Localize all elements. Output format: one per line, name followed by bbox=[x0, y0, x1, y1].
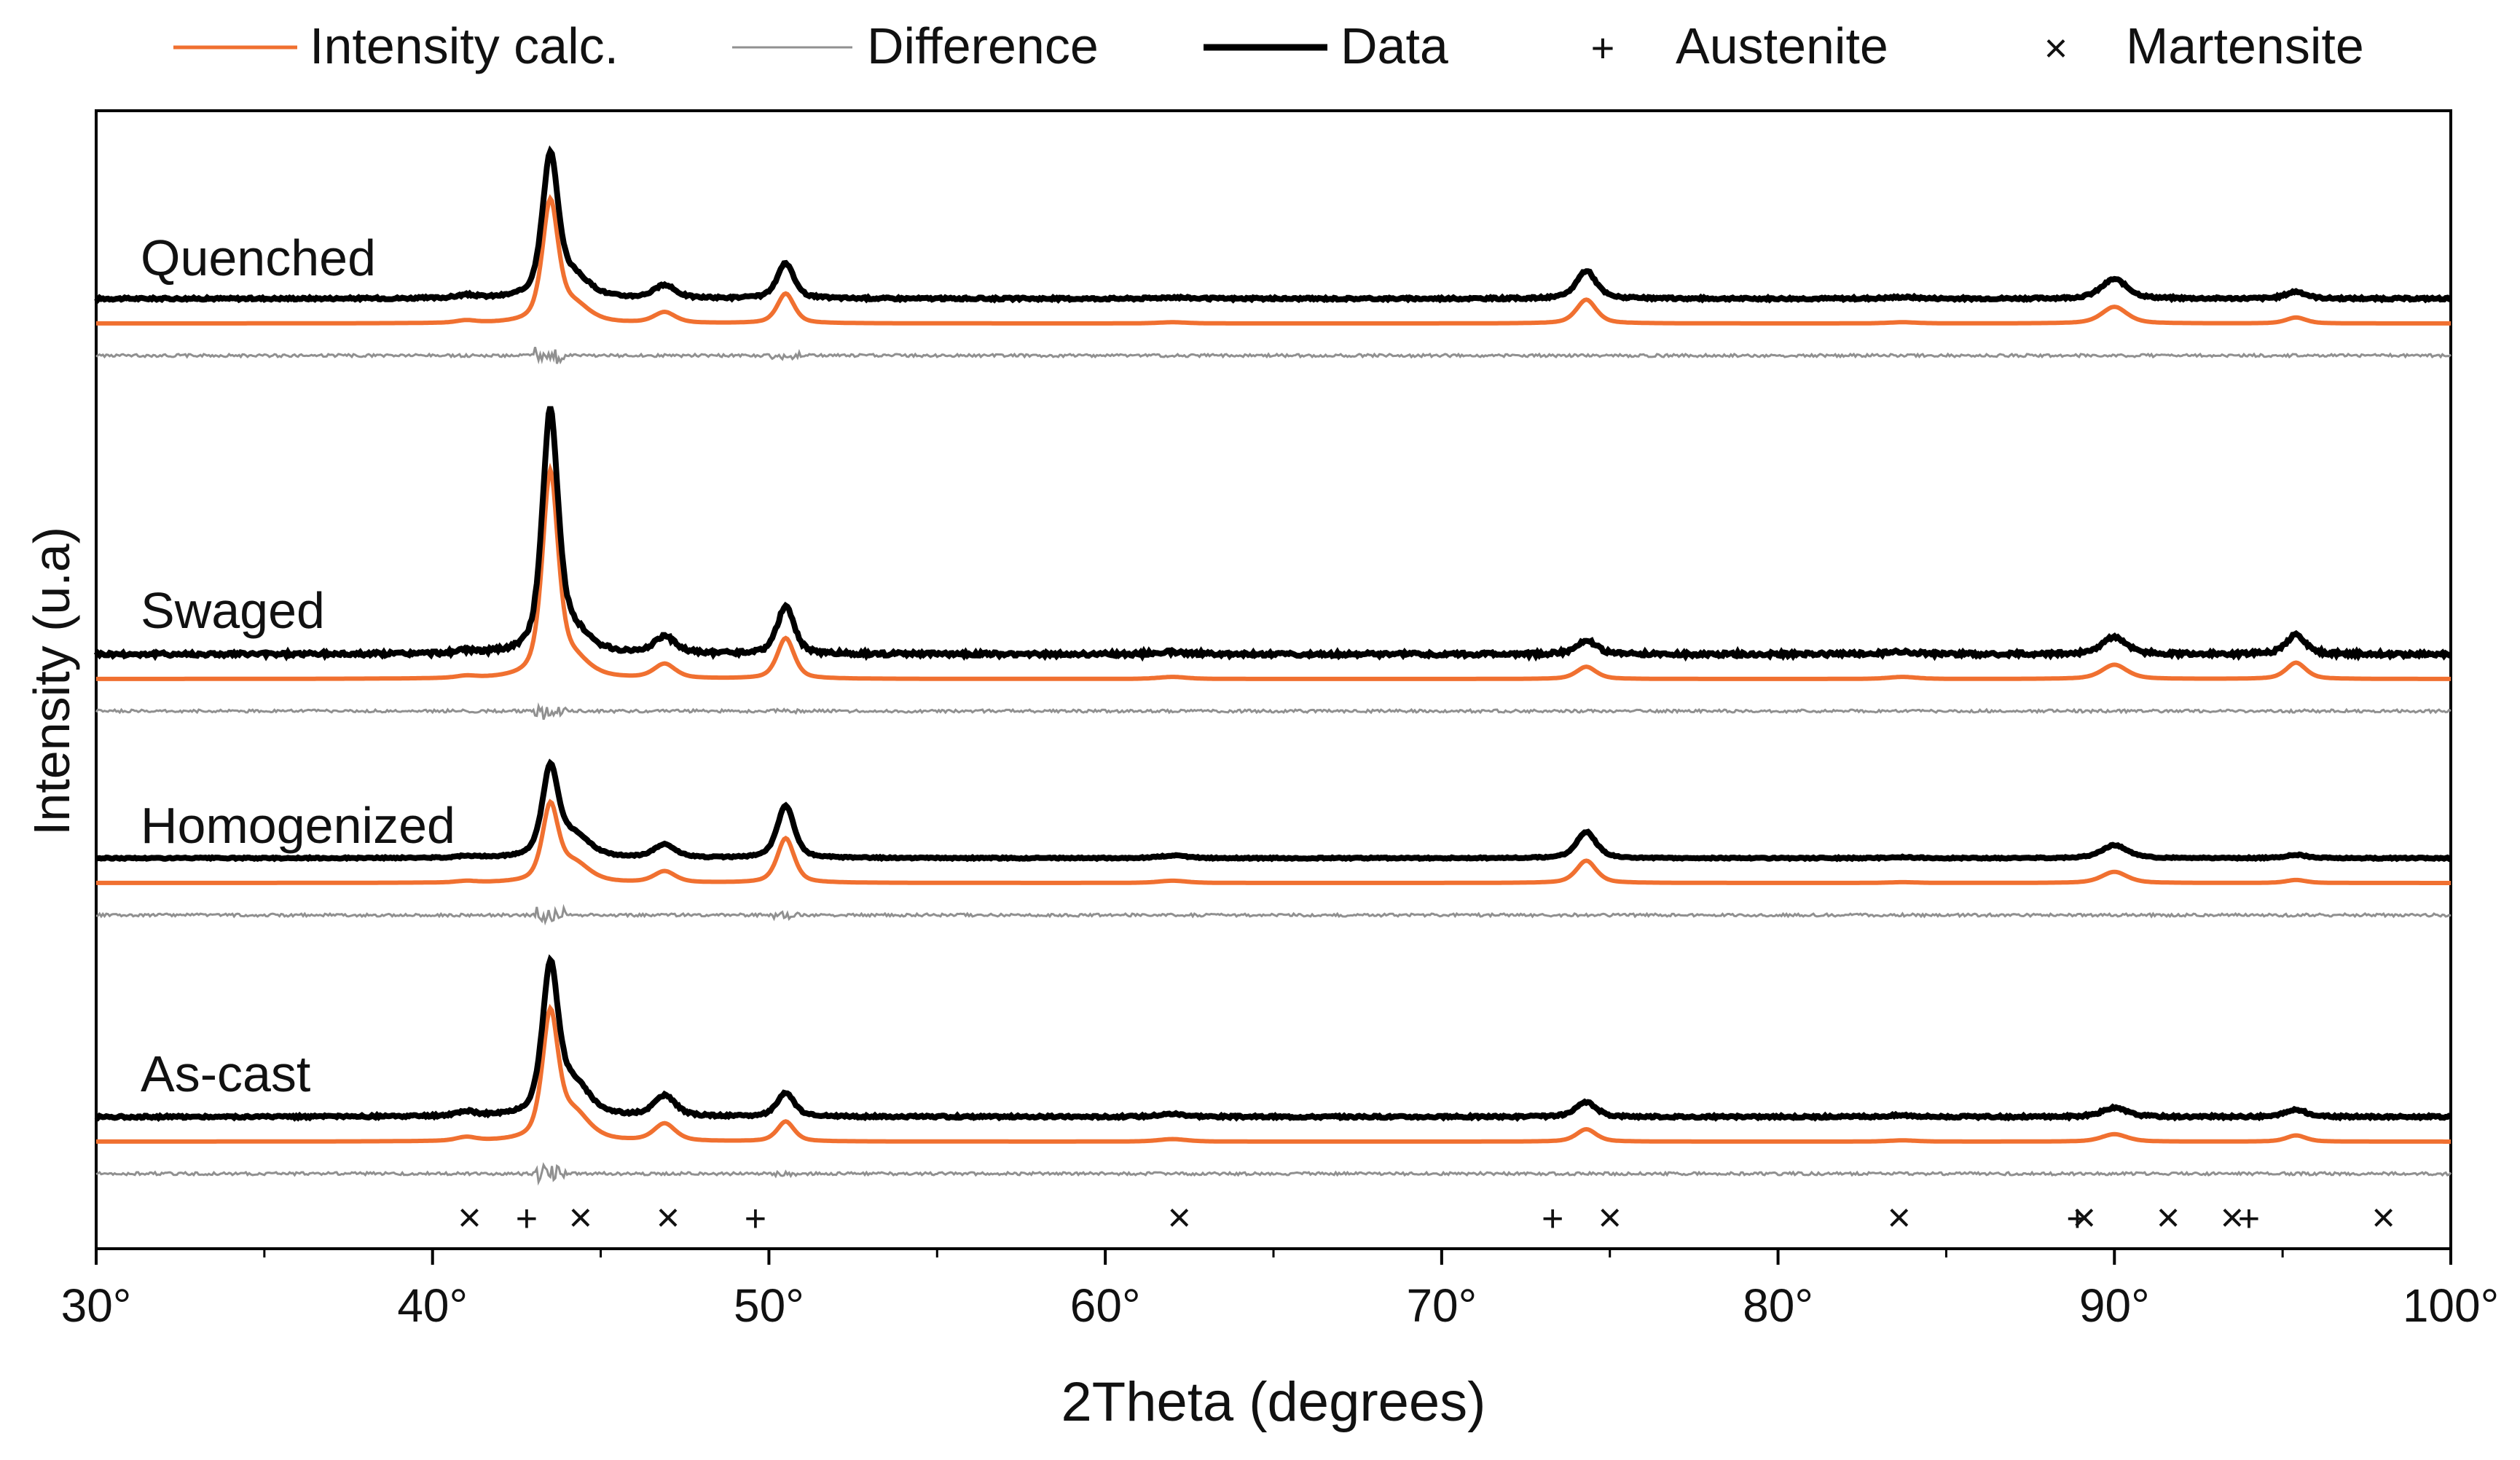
martensite-marker: × bbox=[2072, 1194, 2096, 1240]
data-line bbox=[93, 406, 2452, 662]
austenite-marker: + bbox=[516, 1198, 538, 1240]
difference-line bbox=[95, 1162, 2452, 1186]
martensite-marker: × bbox=[2221, 1194, 2245, 1240]
sample-label: Homogenized bbox=[141, 797, 455, 854]
legend-item-difference: Difference bbox=[732, 17, 1099, 74]
martensite-marker: × bbox=[2371, 1194, 2395, 1240]
martensite-marker: × bbox=[1167, 1194, 1191, 1240]
series-layer: Quenched Swaged Homogenized As-cast bbox=[93, 145, 2452, 1186]
legend-label: Intensity calc. bbox=[310, 17, 619, 74]
legend-label: Austenite bbox=[1676, 17, 1888, 74]
difference-line bbox=[95, 903, 2452, 926]
x-tick-label: 100° bbox=[2403, 1279, 2499, 1332]
x-tick-label: 70° bbox=[1406, 1279, 1477, 1332]
martensite-marker: × bbox=[2156, 1194, 2181, 1240]
sample-quenched: Quenched bbox=[94, 145, 2452, 365]
martensite-marker: × bbox=[569, 1194, 593, 1240]
y-axis-label: Intensity (u.a) bbox=[23, 527, 80, 836]
legend-item-intensity-calc: Intensity calc. bbox=[173, 17, 619, 74]
legend-label: Martensite bbox=[2126, 17, 2364, 74]
legend-item-data: Data bbox=[1204, 17, 1448, 74]
x-tick-label: 30° bbox=[61, 1279, 132, 1332]
x-tick-label: 40° bbox=[397, 1279, 468, 1332]
austenite-marker: + bbox=[745, 1198, 766, 1240]
legend-marker-swatch: × bbox=[2044, 25, 2068, 71]
legend-marker-swatch: + bbox=[1591, 25, 1615, 71]
x-tick-label: 60° bbox=[1070, 1279, 1141, 1332]
sample-homogenized: Homogenized bbox=[95, 758, 2452, 926]
sample-swaged: Swaged bbox=[93, 406, 2452, 721]
intensity-calc-line bbox=[96, 798, 2451, 885]
martensite-marker: × bbox=[1887, 1194, 1911, 1240]
difference-line bbox=[95, 347, 2452, 365]
austenite-marker: + bbox=[2238, 1198, 2260, 1240]
martensite-marker: × bbox=[458, 1194, 482, 1240]
sample-label: Swaged bbox=[141, 582, 325, 639]
x-axis-label: 2Theta (degrees) bbox=[1061, 1371, 1486, 1433]
legend-label: Data bbox=[1341, 17, 1448, 74]
sample-label: As-cast bbox=[141, 1045, 310, 1102]
austenite-marker: + bbox=[1542, 1198, 1563, 1240]
sample-label: Quenched bbox=[141, 229, 376, 286]
legend: Intensity calc. Difference Data + Austenite ×… bbox=[173, 17, 2364, 74]
difference-line bbox=[95, 702, 2452, 721]
sample-as-cast: As-cast bbox=[94, 954, 2452, 1186]
martensite-marker: × bbox=[1598, 1194, 1622, 1240]
legend-item-austenite: + Austenite bbox=[1591, 17, 1888, 74]
austenite-marker: + bbox=[2066, 1198, 2088, 1240]
phase-markers: + + + + +× × × × × × × × × × bbox=[458, 1194, 2395, 1240]
intensity-calc-line bbox=[96, 462, 2451, 681]
intensity-calc-line bbox=[96, 1003, 2451, 1144]
x-tick-label: 90° bbox=[2079, 1279, 2150, 1332]
x-tick-label: 50° bbox=[734, 1279, 804, 1332]
data-line bbox=[94, 954, 2452, 1123]
data-line bbox=[94, 145, 2452, 305]
intensity-calc-line bbox=[96, 194, 2451, 326]
data-line bbox=[95, 758, 2452, 863]
legend-item-martensite: × Martensite bbox=[2044, 17, 2364, 74]
martensite-marker: × bbox=[656, 1194, 680, 1240]
legend-label: Difference bbox=[867, 17, 1099, 74]
x-axis: 30° 40° 50° 60° 70° 80° 90° 100° bbox=[61, 1249, 2499, 1332]
x-tick-label: 80° bbox=[1743, 1279, 1813, 1332]
